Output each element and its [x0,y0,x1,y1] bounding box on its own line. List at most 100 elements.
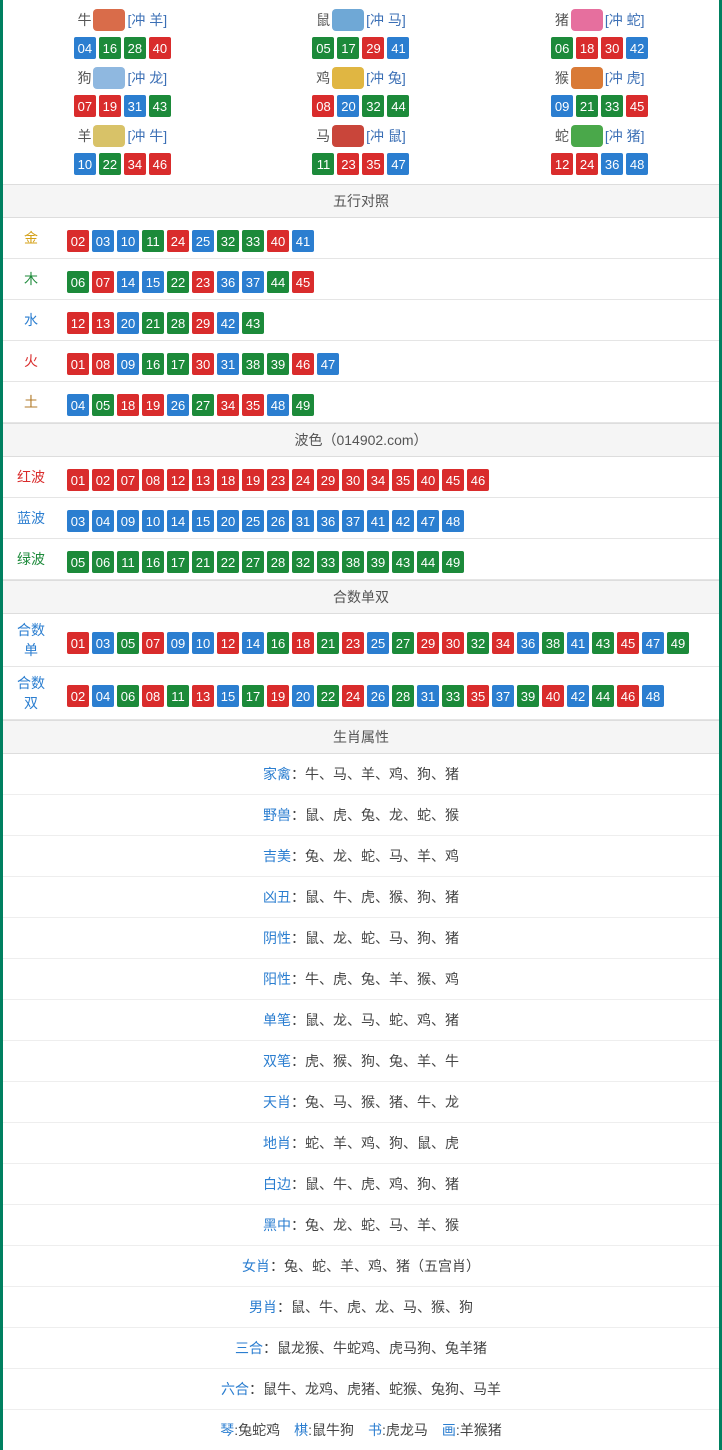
number-ball: 49 [292,394,314,416]
number-ball: 28 [124,37,146,59]
attr-value: 兔、龙、蛇、马、羊、猴 [305,1217,459,1233]
number-ball: 05 [67,551,89,573]
zodiac-clash-tag: [冲 蛇] [605,10,645,30]
row-balls: 0204060811131517192022242628313335373940… [59,667,719,720]
number-ball: 36 [317,510,339,532]
zodiac-name: 鼠 [316,10,330,30]
attr-row: 家禽：牛、马、羊、鸡、狗、猪 [3,754,719,795]
number-ball: 42 [392,510,414,532]
number-ball: 35 [392,469,414,491]
ball-row: 0102070812131819232429303435404546 [67,469,711,491]
number-ball: 07 [142,632,164,654]
number-ball: 19 [242,469,264,491]
number-ball: 31 [292,510,314,532]
attr-row: 三合：鼠龙猴、牛蛇鸡、虎马狗、兔羊猪 [3,1328,719,1369]
zodiac-cell: 羊[冲 牛]10223446 [3,121,242,179]
number-ball: 14 [167,510,189,532]
zodiac-clash-tag: [冲 兔] [366,68,406,88]
number-ball: 05 [92,394,114,416]
number-ball: 11 [167,685,189,707]
number-ball: 20 [292,685,314,707]
number-ball: 42 [217,312,239,334]
ball-row: 05061116172122272832333839434449 [67,551,711,573]
attr-row: 阳性：牛、虎、兔、羊、猴、鸡 [3,959,719,1000]
table-row: 木06071415222336374445 [3,259,719,300]
number-ball: 40 [149,37,171,59]
number-ball: 13 [92,312,114,334]
zodiac-cell: 鼠[冲 马]05172941 [242,5,481,63]
number-ball: 30 [442,632,464,654]
number-ball: 22 [99,153,121,175]
number-ball: 25 [192,230,214,252]
number-ball: 06 [92,551,114,573]
number-ball: 41 [367,510,389,532]
ball-row: 04162840 [3,37,242,59]
ball-row: 12243648 [480,153,719,175]
ball-row: 1213202128294243 [67,312,711,334]
number-ball: 08 [312,95,334,117]
ball-row: 05172941 [242,37,481,59]
row-balls: 02031011242532334041 [59,218,719,259]
number-ball: 30 [342,469,364,491]
number-ball: 19 [99,95,121,117]
attr-separator: ： [249,1381,263,1397]
zodiac-head: 马[冲 鼠] [316,125,406,147]
zodiac-head: 猪 [冲 蛇] [555,9,645,31]
zodiac-head: 狗[冲 龙] [77,67,167,89]
zodiac-animal-icon [93,67,125,89]
number-ball: 47 [417,510,439,532]
number-ball: 26 [367,685,389,707]
number-ball: 33 [442,685,464,707]
number-ball: 14 [117,271,139,293]
attr-row: 阴性：鼠、龙、蛇、马、狗、猪 [3,918,719,959]
number-ball: 08 [92,353,114,375]
number-ball: 43 [592,632,614,654]
zodiac-name: 狗 [77,68,91,88]
attr-row: 女肖：兔、蛇、羊、鸡、猪（五宫肖） [3,1246,719,1287]
attr-value: 虎、猴、狗、兔、羊、牛 [305,1053,459,1069]
row-label: 合数单 [3,614,59,667]
attr-row: 野兽：鼠、虎、兔、龙、蛇、猴 [3,795,719,836]
zodiac-clash-tag: [冲 猪] [605,126,645,146]
attr-value: 鼠牛狗 [312,1422,354,1438]
number-ball: 21 [142,312,164,334]
row-balls: 06071415222336374445 [59,259,719,300]
attr-key: 白边 [263,1176,291,1192]
attr-separator: ： [291,1094,305,1110]
attr-row: 单笔：鼠、龙、马、蛇、鸡、猪 [3,1000,719,1041]
number-ball: 40 [267,230,289,252]
number-ball: 10 [74,153,96,175]
table-row: 火0108091617303138394647 [3,341,719,382]
number-ball: 46 [617,685,639,707]
wuxing-table: 金02031011242532334041木060714152223363744… [3,218,719,423]
number-ball: 25 [367,632,389,654]
number-ball: 26 [267,510,289,532]
number-ball: 24 [292,469,314,491]
number-ball: 08 [142,469,164,491]
table-row: 合数单0103050709101214161821232527293032343… [3,614,719,667]
number-ball: 40 [542,685,564,707]
zodiac-name: 猪 [555,10,569,30]
number-ball: 47 [642,632,664,654]
number-ball: 23 [342,632,364,654]
attr-value: 蛇、羊、鸡、狗、鼠、虎 [305,1135,459,1151]
section-header-attrs: 生肖属性 [3,720,719,754]
attr-separator: ： [291,971,305,987]
attr-row: 六合：鼠牛、龙鸡、虎猪、蛇猴、兔狗、马羊 [3,1369,719,1410]
number-ball: 30 [601,37,623,59]
zodiac-head: 蛇 [冲 猪] [555,125,645,147]
number-ball: 05 [312,37,334,59]
number-ball: 47 [317,353,339,375]
attr-separator: ： [291,930,305,946]
number-ball: 01 [67,469,89,491]
zodiac-name: 羊 [77,126,91,146]
zodiac-name: 鸡 [316,68,330,88]
row-label: 水 [3,300,59,341]
number-ball: 38 [242,353,264,375]
attr-separator: ： [291,1012,305,1028]
section-header-wuxing: 五行对照 [3,184,719,218]
number-ball: 36 [517,632,539,654]
number-ball: 17 [167,551,189,573]
attr-key: 男肖 [249,1299,277,1315]
zodiac-name: 蛇 [555,126,569,146]
